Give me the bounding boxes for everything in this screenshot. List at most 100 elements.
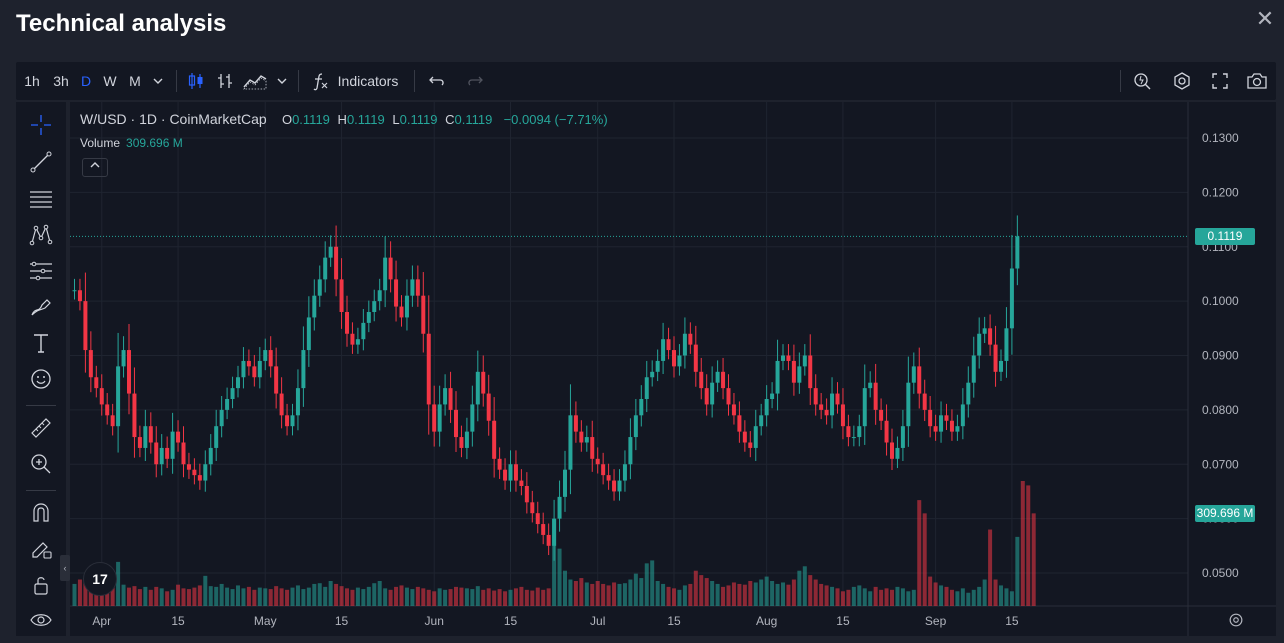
- pattern-icon[interactable]: [29, 223, 53, 247]
- candle-body: [851, 437, 856, 439]
- volume-bar: [105, 583, 110, 606]
- candle-body: [486, 393, 491, 421]
- forecast-icon[interactable]: [29, 259, 53, 283]
- tradingview-logo[interactable]: 17: [83, 562, 117, 596]
- candle-body: [285, 415, 290, 427]
- volume-bar: [568, 579, 573, 606]
- volume-bar: [399, 585, 404, 606]
- volume-bar: [650, 560, 655, 606]
- volume-bar: [127, 587, 131, 606]
- chevron-down-icon[interactable]: [151, 71, 165, 91]
- collapse-toolbar-button[interactable]: ‹: [60, 555, 70, 581]
- candle-body: [481, 371, 486, 394]
- volume-bar: [868, 591, 873, 606]
- candlestick-chart[interactable]: 0.13000.12000.11000.10000.09000.08000.07…: [70, 102, 1276, 636]
- volume-bar: [873, 586, 878, 606]
- volume-bar: [72, 583, 77, 606]
- trend-line-icon[interactable]: [29, 150, 53, 174]
- volume-bar: [1004, 588, 1009, 606]
- interval-m-button[interactable]: M: [129, 73, 141, 89]
- eye-icon[interactable]: [29, 608, 53, 632]
- lock-drawing-icon[interactable]: [29, 537, 53, 561]
- volume-bar: [900, 588, 905, 606]
- volume-bar: [355, 587, 360, 606]
- collapse-legend-button[interactable]: [82, 158, 108, 177]
- candle-body: [753, 426, 758, 448]
- volume-bar: [666, 586, 671, 606]
- redo-icon[interactable]: [465, 71, 485, 91]
- indicators-icon[interactable]: [310, 71, 330, 91]
- quick-search-icon[interactable]: [1132, 71, 1152, 91]
- candle-body: [868, 382, 873, 389]
- volume-bar: [617, 583, 622, 606]
- candle-body: [971, 355, 976, 383]
- bars-icon[interactable]: [215, 71, 235, 91]
- candle-body: [137, 437, 142, 448]
- candle-body: [519, 480, 524, 486]
- candle-body: [797, 366, 802, 383]
- area-icon[interactable]: [242, 71, 268, 91]
- lock-icon[interactable]: [29, 573, 53, 597]
- candle-body: [900, 426, 905, 448]
- volume-bar: [459, 587, 464, 606]
- camera-icon[interactable]: [1246, 71, 1268, 91]
- volume-bar: [312, 583, 317, 606]
- volume-bar: [77, 579, 82, 606]
- candle-body: [274, 366, 279, 394]
- volume-bar: [917, 500, 922, 606]
- candle-body: [241, 360, 246, 378]
- indicators-button[interactable]: Indicators: [337, 73, 399, 89]
- magnet-icon[interactable]: [29, 501, 53, 525]
- gear-icon[interactable]: [1227, 611, 1245, 629]
- interval-d-button[interactable]: D: [80, 73, 92, 89]
- symbol-label[interactable]: W/USD · 1D · CoinMarketCap: [80, 111, 267, 127]
- volume-bar: [154, 586, 159, 606]
- volume-bar: [977, 586, 982, 606]
- candle-body: [345, 312, 349, 334]
- candle-body: [808, 355, 813, 389]
- ohlc-legend: W/USD · 1D · CoinMarketCap O0.1119 H0.11…: [80, 111, 608, 127]
- candle-body: [535, 513, 540, 525]
- candle-body: [759, 415, 764, 427]
- interval-1h-button[interactable]: 1h: [24, 73, 40, 89]
- emoji-icon[interactable]: [29, 367, 53, 391]
- interval-w-button[interactable]: W: [103, 73, 117, 89]
- volume-bar: [148, 589, 153, 606]
- interval-3h-button[interactable]: 3h: [53, 73, 69, 89]
- brush-icon[interactable]: [29, 295, 53, 319]
- fib-retracement-icon[interactable]: [29, 187, 53, 211]
- candle-body: [966, 382, 971, 405]
- chevron-down-icon[interactable]: [275, 71, 289, 91]
- candle-body: [181, 442, 186, 465]
- volume-bar: [922, 513, 927, 606]
- x-tick-label: May: [254, 614, 277, 628]
- candles-icon[interactable]: [186, 71, 206, 91]
- close-icon[interactable]: ✕: [1255, 6, 1275, 31]
- crosshair-icon[interactable]: [29, 113, 53, 137]
- candle-body: [1009, 268, 1014, 329]
- candle-body: [541, 524, 546, 535]
- volume-bar: [622, 583, 627, 606]
- candle-body: [143, 426, 148, 448]
- volume-bar: [835, 588, 840, 606]
- x-tick-label: 15: [667, 614, 681, 628]
- zoom-in-icon[interactable]: [29, 452, 53, 476]
- volume-bar: [328, 581, 333, 606]
- candle-body: [503, 469, 508, 481]
- chart-area[interactable]: 0.1300 0.1200 0.1100 0.1000 0.0900 0.0800 0.07…: [70, 102, 1276, 636]
- text-icon[interactable]: [29, 331, 53, 355]
- volume-bar: [726, 585, 731, 606]
- volume-bar: [88, 585, 93, 606]
- candle-body: [628, 437, 633, 465]
- volume-bar: [786, 584, 791, 606]
- undo-icon[interactable]: [427, 71, 447, 91]
- volume-bar: [421, 588, 426, 606]
- fullscreen-icon[interactable]: [1210, 71, 1230, 91]
- ruler-icon[interactable]: [29, 416, 53, 440]
- x-tick-label: Sep: [925, 614, 947, 628]
- settings-icon[interactable]: [1172, 71, 1192, 91]
- volume-bar: [971, 589, 976, 606]
- candle-body: [770, 393, 775, 399]
- volume-bar: [557, 548, 562, 606]
- x-tick-label: Jul: [590, 614, 605, 628]
